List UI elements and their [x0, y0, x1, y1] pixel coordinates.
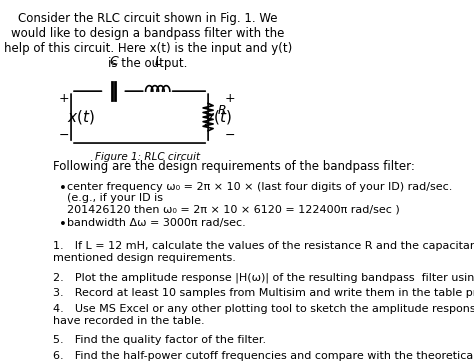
- Text: $y(t)$: $y(t)$: [204, 108, 232, 127]
- Text: 2. Plot the amplitude response |H(ω)| of the resulting bandpass  filter using Mu: 2. Plot the amplitude response |H(ω)| of…: [53, 272, 474, 283]
- Text: Consider the RLC circuit shown in Fig. 1. We would like to design a bandpass fil: Consider the RLC circuit shown in Fig. 1…: [3, 12, 292, 70]
- Text: L: L: [154, 55, 161, 68]
- Text: Figure 1: RLC circuit: Figure 1: RLC circuit: [95, 152, 200, 162]
- Text: •: •: [59, 182, 67, 195]
- Text: +: +: [224, 92, 235, 105]
- Text: 6. Find the half-power cutoff frequencies and compare with the theoretical value: 6. Find the half-power cutoff frequencie…: [53, 352, 474, 362]
- Text: 4. Use MS Excel or any other plotting tool to sketch the amplitude response usin: 4. Use MS Excel or any other plotting to…: [53, 304, 474, 326]
- Text: 5. Find the quality factor of the filter.: 5. Find the quality factor of the filter…: [53, 335, 266, 345]
- Text: R: R: [217, 105, 226, 118]
- Text: center frequency ω₀ = 2π × 10 × (last four digits of your ID) rad/sec. (e.g., if: center frequency ω₀ = 2π × 10 × (last fo…: [67, 182, 452, 215]
- Text: $x(t)$: $x(t)$: [67, 108, 95, 126]
- Text: −: −: [58, 129, 69, 142]
- Text: C: C: [109, 55, 118, 68]
- Text: 1. If L = 12 mH, calculate the values of the resistance R and the capacitance C : 1. If L = 12 mH, calculate the values of…: [53, 241, 474, 263]
- Text: +: +: [58, 92, 69, 105]
- Text: Following are the design requirements of the bandpass filter:: Following are the design requirements of…: [53, 160, 415, 173]
- Text: 3. Record at least 10 samples from Multisim and write them in the table provided: 3. Record at least 10 samples from Multi…: [53, 288, 474, 298]
- Text: •: •: [59, 218, 67, 231]
- Text: bandwidth Δω = 3000π rad/sec.: bandwidth Δω = 3000π rad/sec.: [67, 218, 246, 228]
- Text: −: −: [224, 129, 235, 142]
